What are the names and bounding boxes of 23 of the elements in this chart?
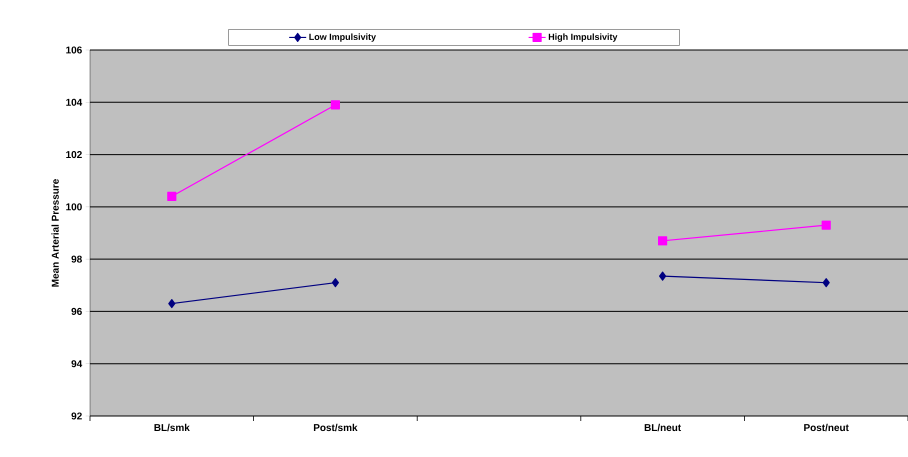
legend-label: Low Impulsivity xyxy=(309,33,376,42)
y-tick-label: 106 xyxy=(66,46,82,54)
point xyxy=(822,220,831,230)
y-tick-label: 94 xyxy=(71,360,82,368)
y-tick-label: 96 xyxy=(71,308,82,315)
point xyxy=(332,278,339,288)
y-axis-title: Mean Arterial Pressure xyxy=(51,179,59,287)
point xyxy=(167,192,176,201)
legend-label: High Impulsivity xyxy=(548,33,618,42)
y-tick-label: 102 xyxy=(66,151,82,158)
point xyxy=(658,236,668,246)
point xyxy=(659,272,666,281)
point xyxy=(330,100,340,110)
x-tick-label: Post/neut xyxy=(804,424,849,432)
y-tick-label: 98 xyxy=(71,256,82,263)
y-tick-label: 92 xyxy=(71,412,82,420)
point xyxy=(168,299,176,308)
point xyxy=(822,278,830,288)
x-tick-label: Post/smk xyxy=(314,424,358,432)
y-tick-label: 104 xyxy=(66,98,82,106)
x-tick-label: BL/neut xyxy=(644,424,682,432)
x-tick-label: BL/smk xyxy=(154,424,190,432)
y-tick-label: 100 xyxy=(66,203,82,210)
